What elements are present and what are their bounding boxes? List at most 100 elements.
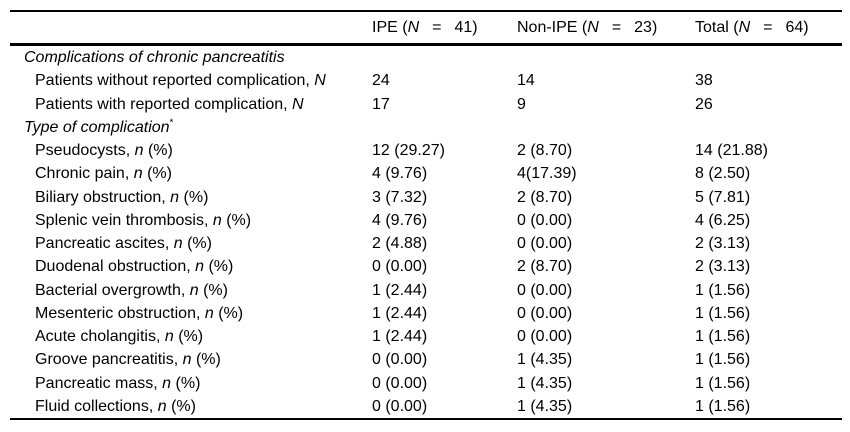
n-symbol: n xyxy=(170,188,180,206)
row-label-text: Biliary obstruction, xyxy=(35,188,171,206)
table-rule-bottom xyxy=(10,418,842,420)
cell-non-ipe xyxy=(515,46,693,69)
table-row: Biliary obstruction, n (%) 3 (7.32) 2 (8… xyxy=(10,186,842,209)
row-label-text: Pancreatic ascites, xyxy=(35,235,174,252)
cell-non-ipe: 4(17.39) xyxy=(517,165,577,183)
cell-total: 1 (1.56) xyxy=(695,397,751,415)
table-body: Complications of chronic pancreatitis Pa… xyxy=(10,46,842,418)
row-label: Fluid collections, n (%) xyxy=(10,395,370,418)
cell-non-ipe: 1 (4.35) xyxy=(517,397,573,415)
column-header-total: Total (N = 64) xyxy=(693,12,842,43)
n-symbol: N xyxy=(738,19,751,36)
cell-total: 26 xyxy=(695,95,713,113)
n-symbol: n xyxy=(164,328,174,345)
cell-non-ipe: 2 (8.70) xyxy=(517,258,573,276)
cell-total: 14 (21.88) xyxy=(695,142,768,159)
table-row: Complications of chronic pancreatitis xyxy=(10,46,842,69)
header-spacer xyxy=(10,12,370,43)
row-label-suffix: (%) xyxy=(142,165,172,183)
cell-ipe xyxy=(370,46,515,69)
row-label-suffix: (%) xyxy=(198,281,228,299)
row-label-text: Splenic vein thrombosis, xyxy=(35,211,213,229)
table-row: Mesenteric obstruction, n (%) 1 (2.44) 0… xyxy=(10,302,842,325)
cell-total: 5 (7.81) xyxy=(695,188,751,206)
row-label: Duodenal obstruction, n (%) xyxy=(10,255,370,278)
section-label: Complications of chronic pancreatitis xyxy=(10,46,370,69)
cell-total xyxy=(693,116,842,139)
cell-non-ipe: 14 xyxy=(517,72,535,90)
n-symbol: n xyxy=(162,374,172,392)
cell-non-ipe: 1 (4.35) xyxy=(517,374,573,392)
n-symbol: n xyxy=(134,142,144,159)
cell-non-ipe: 0 (0.00) xyxy=(517,211,573,229)
row-label-text: Groove pancreatitis, xyxy=(35,351,183,369)
cell-non-ipe: 2 (8.70) xyxy=(517,142,573,159)
cell-total: 1 (1.56) xyxy=(695,351,751,369)
table-row: Pancreatic mass, n (%) 0 (0.00) 1 (4.35)… xyxy=(10,372,842,395)
table-row: Splenic vein thrombosis, n (%) 4 (9.76) … xyxy=(10,209,842,232)
cell-total: 2 (3.13) xyxy=(695,235,751,252)
row-label-text: Bacterial overgrowth, xyxy=(35,281,190,299)
row-label: Patients without reported complication, … xyxy=(10,69,370,92)
row-label-suffix: (%) xyxy=(182,235,212,252)
cell-total: 2 (3.13) xyxy=(695,258,751,276)
table-row: Patients with reported complication, N 1… xyxy=(10,93,842,116)
table-row: Groove pancreatitis, n (%) 0 (0.00) 1 (4… xyxy=(10,348,842,371)
row-label-suffix: (%) xyxy=(143,142,173,159)
row-label-suffix: (%) xyxy=(221,211,252,229)
n-symbol: n xyxy=(212,211,222,229)
cell-non-ipe: 1 (4.35) xyxy=(517,351,573,369)
row-label-text: Acute cholangitis, xyxy=(35,328,165,345)
header-count: 41) xyxy=(454,19,478,36)
cell-ipe: 1 (2.44) xyxy=(372,281,428,299)
header-text: Non-IPE ( xyxy=(517,19,588,36)
row-label: Acute cholangitis, n (%) xyxy=(10,325,370,348)
row-label-suffix: (%) xyxy=(173,328,204,345)
row-label-suffix: (%) xyxy=(191,351,221,369)
row-label-suffix: (%) xyxy=(179,188,209,206)
row-label-suffix: (%) xyxy=(204,258,234,276)
row-label: Pancreatic ascites, n (%) xyxy=(10,232,370,255)
table-header-row: IPE (N = 41) Non-IPE (N = 23) Total (N = 64) xyxy=(10,12,842,43)
n-symbol: n xyxy=(173,235,183,252)
cell-ipe: 1 (2.44) xyxy=(372,328,428,345)
cell-ipe: 3 (7.32) xyxy=(372,188,428,206)
row-label-text: Patients with reported complication, xyxy=(35,95,293,113)
header-text: IPE ( xyxy=(372,19,408,36)
row-label: Groove pancreatitis, n (%) xyxy=(10,348,370,371)
n-symbol: N xyxy=(314,72,326,90)
table-rule-header xyxy=(10,43,842,46)
cell-total: 1 (1.56) xyxy=(695,304,751,322)
n-symbol: n xyxy=(133,165,143,183)
table-row: Type of complication* xyxy=(10,116,842,139)
cell-ipe: 0 (0.00) xyxy=(372,351,428,369)
cell-non-ipe: 2 (8.70) xyxy=(517,188,573,206)
n-symbol: N xyxy=(587,19,599,36)
cell-ipe: 1 (2.44) xyxy=(372,304,428,322)
row-label: Pseudocysts, n (%) xyxy=(10,139,370,162)
row-label: Pancreatic mass, n (%) xyxy=(10,372,370,395)
cell-ipe xyxy=(370,116,515,139)
header-count: 64) xyxy=(785,19,809,36)
row-label: Patients with reported complication, N xyxy=(10,93,370,116)
cell-ipe: 4 (9.76) xyxy=(372,211,428,229)
cell-ipe: 0 (0.00) xyxy=(372,374,428,392)
table-row: Chronic pain, n (%) 4 (9.76) 4(17.39) 8 … xyxy=(10,162,842,185)
cell-total: 1 (1.56) xyxy=(695,328,751,345)
table-row: Bacterial overgrowth, n (%) 1 (2.44) 0 (… xyxy=(10,279,842,302)
cell-ipe: 17 xyxy=(372,95,390,113)
equals-sign: = xyxy=(763,19,773,36)
section-label: Type of complication* xyxy=(10,116,370,139)
cell-total: 8 (2.50) xyxy=(695,165,751,183)
table-row: Acute cholangitis, n (%) 1 (2.44) 0 (0.0… xyxy=(10,325,842,348)
cell-total: 1 (1.56) xyxy=(695,281,751,299)
row-label-suffix: (%) xyxy=(213,304,244,322)
n-symbol: n xyxy=(182,351,192,369)
table-row: Patients without reported complication, … xyxy=(10,69,842,92)
table-row: Fluid collections, n (%) 0 (0.00) 1 (4.3… xyxy=(10,395,842,418)
footnote-asterisk: * xyxy=(169,117,174,129)
cell-non-ipe: 9 xyxy=(517,95,526,113)
cell-ipe: 2 (4.88) xyxy=(372,235,428,252)
n-symbol: N xyxy=(407,19,420,36)
n-symbol: N xyxy=(292,95,304,113)
